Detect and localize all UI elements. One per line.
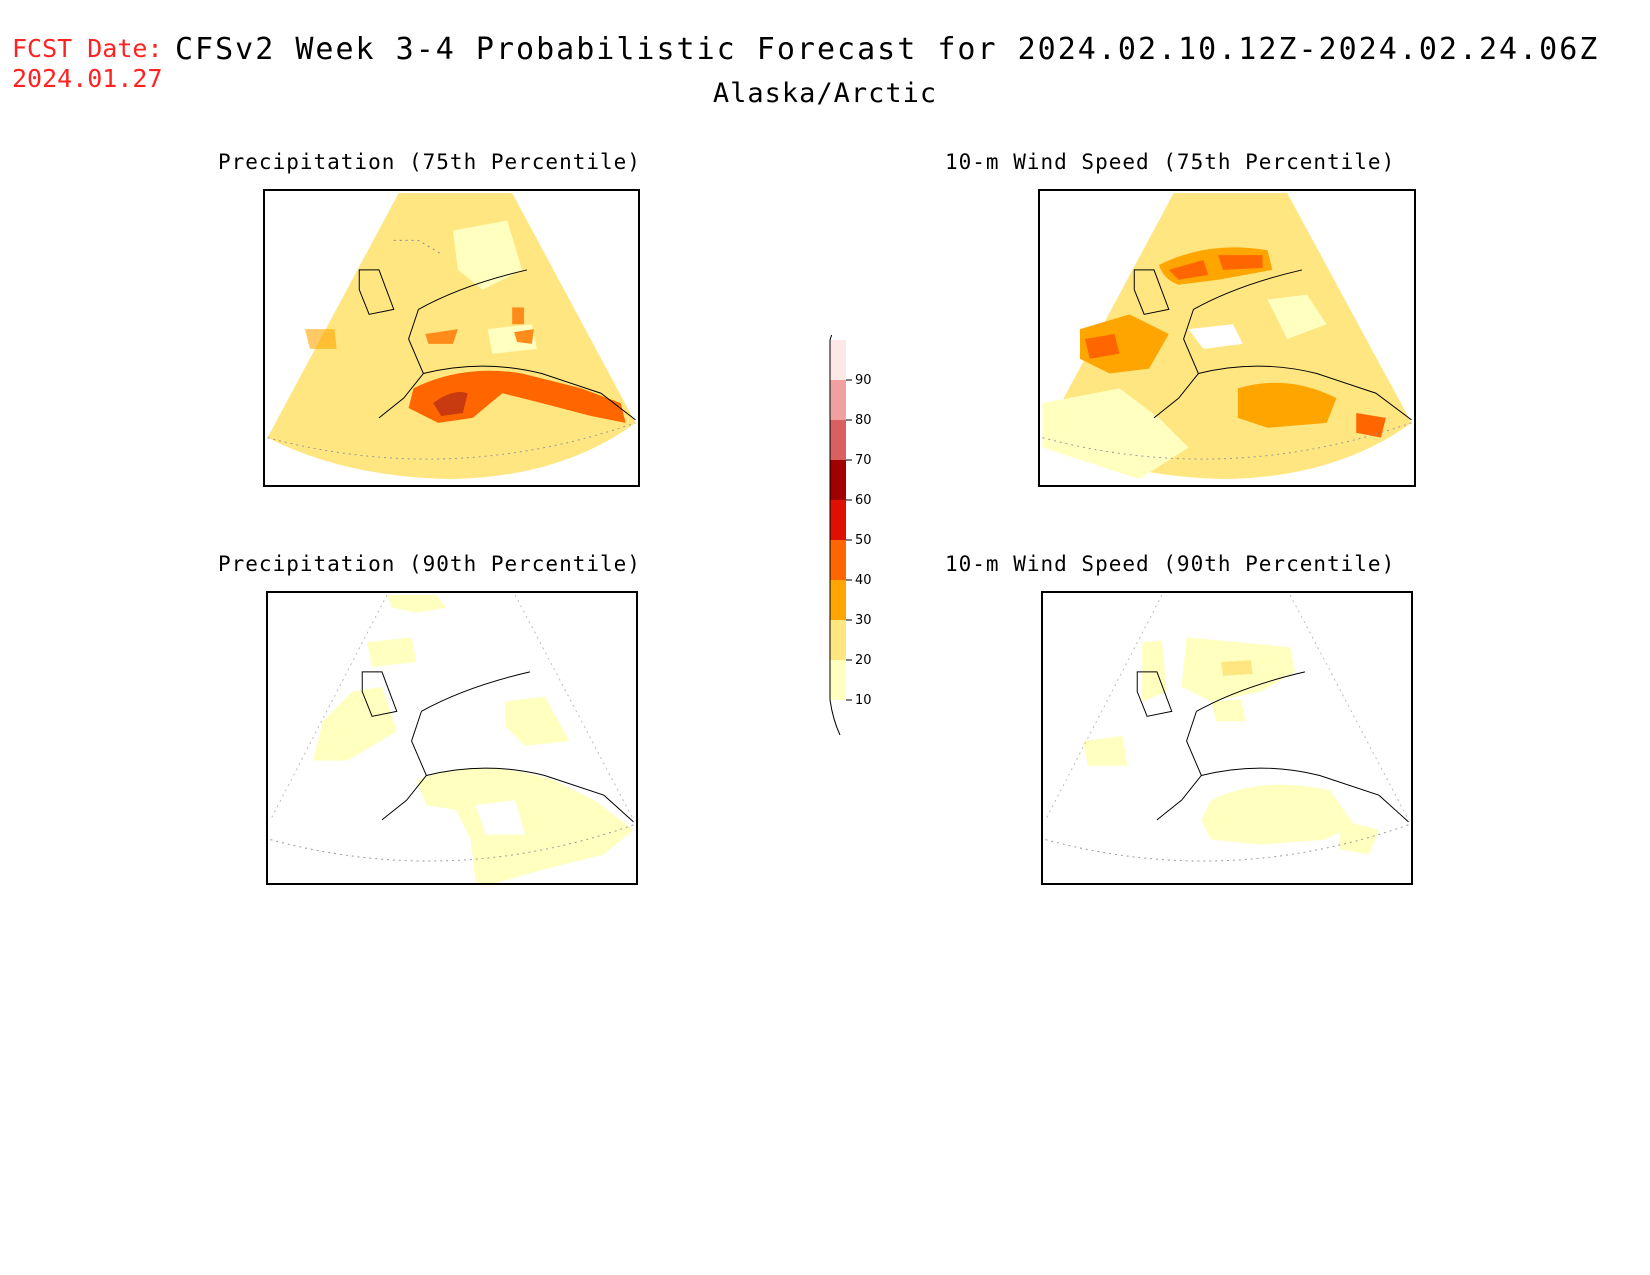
low-prob-area [1142,640,1167,702]
graticule [270,594,634,821]
colorbar-swatch-20 [830,620,846,660]
map-panel-precip-90 [266,591,638,885]
map-precip-75 [267,192,636,480]
high-prob-area [1084,334,1120,359]
mid-prob-area [304,329,337,349]
low-prob-area [1267,294,1327,339]
panel-title-precip-75: Precipitation (75th Percentile) [218,150,641,174]
graticule [393,239,444,256]
low-prob-area [1201,784,1355,845]
low-prob-area [1339,819,1379,855]
low-prob-area [505,696,570,746]
coastline [1133,269,1170,315]
low-prob-area [312,686,397,761]
colorbar-swatch-10 [830,660,846,700]
panel-title-wind-75: 10-m Wind Speed (75th Percentile) [945,150,1396,174]
mid-prob-area [1080,314,1169,374]
colorbar-label-30: 30 [855,613,872,628]
below-threshold-area [475,800,525,835]
colorbar-label-20: 20 [855,653,872,668]
high-prob-area [1218,255,1263,270]
high-prob-area [1168,260,1209,280]
low-prob-area [367,637,417,667]
below-threshold-area [1188,324,1243,349]
coastline [358,269,395,315]
map-panel-precip-75 [263,189,640,487]
map-wind-75 [1042,192,1412,480]
colorbar-swatch-80 [830,380,846,420]
high-prob-area [514,329,534,344]
coastline [361,671,398,717]
colorbar-label-60: 60 [855,493,872,508]
low-prob-area [416,768,634,883]
colorbar-label-10: 10 [855,693,872,708]
page-title: CFSv2 Week 3-4 Probabilistic Forecast fo… [175,32,1600,67]
region-label: Alaska/Arctic [712,78,938,109]
peak-prob-area [433,392,468,416]
panel-title-precip-90: Precipitation (90th Percentile) [218,552,641,576]
colorbar-label-80: 80 [855,413,872,428]
low-prob-area [386,594,447,613]
low-prob-area [1082,736,1128,766]
colorbar-swatch-50 [830,500,846,540]
forecast-date-label: FCST Date: [12,34,163,63]
coastline [378,269,636,421]
colorbar-swatch-40 [830,540,846,580]
coastline [1136,671,1173,717]
map-panel-wind-75 [1038,189,1416,487]
colorbar-swatch-90 [830,340,846,380]
map-wind-90 [1045,594,1409,862]
graticule [1045,594,1409,821]
low-prob-area [1042,388,1189,480]
colorbar-swatch-60 [830,460,846,500]
map-precip-90 [270,594,634,883]
high-prob-area [1356,412,1386,438]
map-panel-wind-90 [1041,591,1413,885]
mid-prob-area [1221,660,1253,676]
low-prob-area [452,220,523,290]
coastline [1153,269,1412,421]
region-subtitle: Alaska/Arctic [0,78,1650,109]
low-prob-area [1211,699,1246,722]
colorbar-label-90: 90 [855,373,872,388]
panel-title-wind-90: 10-m Wind Speed (90th Percentile) [945,552,1396,576]
colorbar-bottom-arrow [829,699,841,735]
colorbar-label-40: 40 [855,573,872,588]
colorbar-label-70: 70 [855,453,872,468]
mid-prob-area [1237,382,1337,428]
coastline [381,671,634,823]
forecast-date-block: FCST Date: 2024.01.27 [12,34,163,94]
coastline [1156,671,1409,823]
colorbar-swatch-30 [830,580,846,620]
forecast-date-value: 2024.01.27 [12,64,163,93]
high-prob-area [425,329,458,344]
high-prob-area [512,307,525,325]
colorbar-top-arrow [829,335,833,341]
colorbar-swatch-70 [830,420,846,460]
colorbar-label-50: 50 [855,533,872,548]
colorbar: 10 20 30 40 50 60 70 80 90 [829,335,872,735]
